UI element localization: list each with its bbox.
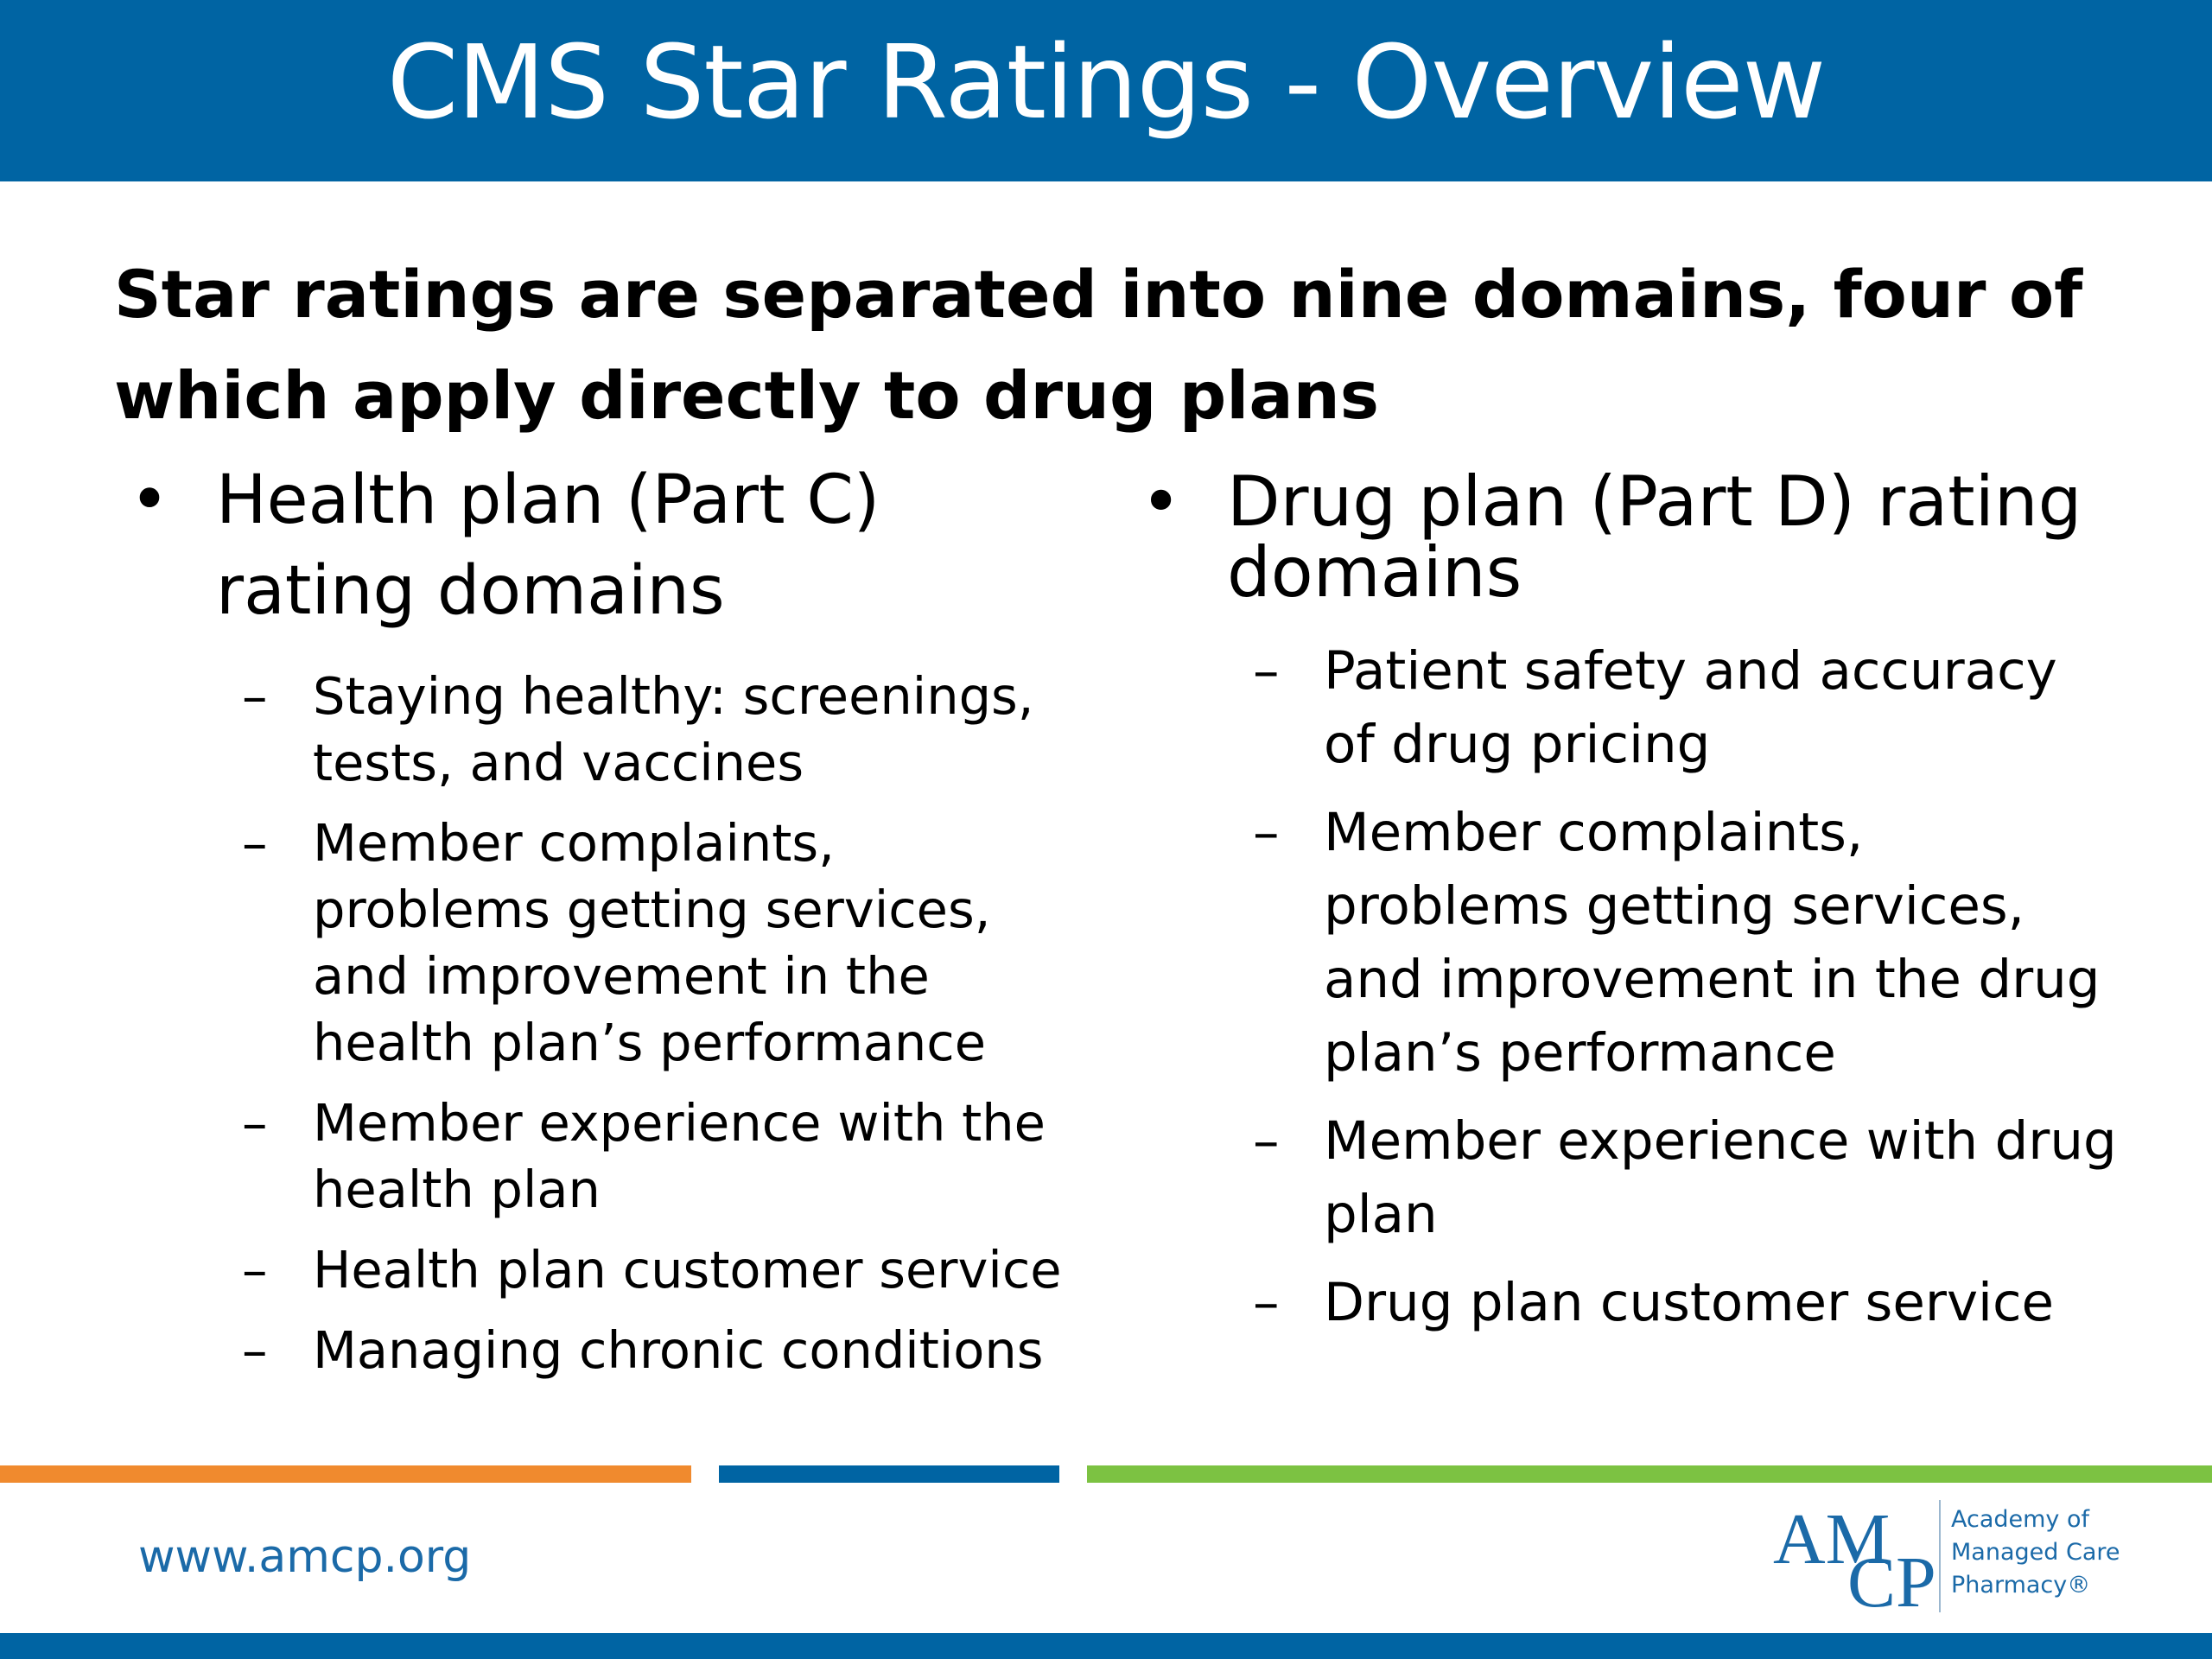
list-item-text: Member complaints, problems getting serv…: [1324, 802, 2101, 1084]
list-item-text: Member experience with the health plan: [313, 1093, 1046, 1219]
slide-headline: Star ratings are separated into nine dom…: [114, 256, 2083, 434]
list-item-text: Health plan customer service: [313, 1240, 1062, 1300]
dash-icon: –: [242, 666, 268, 726]
list-item: – Managing chronic conditions: [130, 1317, 1063, 1383]
part-d-heading-line2: domains: [1227, 532, 1522, 613]
list-item-text: Drug plan customer service: [1324, 1272, 2055, 1333]
logo-line-2: Managed Care: [1951, 1539, 2120, 1566]
logo-line-3: Pharmacy®: [1951, 1572, 2091, 1599]
website-link[interactable]: www.amcp.org: [138, 1531, 472, 1583]
list-item: – Staying healthy: screenings, tests, and…: [130, 663, 1063, 796]
logo-mark-cp: CP: [1847, 1542, 1936, 1623]
dash-icon: –: [242, 1240, 268, 1300]
footer-stripe-blue: [719, 1465, 1059, 1483]
dash-icon: –: [1253, 640, 1280, 702]
part-c-column: • Health plan (Part C) rating domains – S…: [130, 455, 1063, 1397]
bullet-icon: •: [1141, 461, 1182, 542]
dash-icon: –: [1253, 802, 1280, 863]
logo-mark-am: AM: [1773, 1499, 1891, 1580]
footer-bar: [0, 1633, 2212, 1659]
footer-stripe-green: [1087, 1465, 2212, 1483]
dash-icon: –: [1253, 1272, 1280, 1333]
list-item: – Member experience with the health plan: [130, 1090, 1063, 1223]
dash-icon: –: [242, 1093, 268, 1153]
slide-title: CMS Star Ratings - Overview: [386, 22, 1826, 142]
list-item: – Member experience with drug plan: [1141, 1104, 2117, 1251]
part-d-domain-list: – Patient safety and accuracy of drug pri…: [1227, 634, 2117, 1339]
dash-icon: –: [242, 1320, 268, 1380]
title-bar: CMS Star Ratings - Overview: [0, 0, 2212, 181]
logo-line-1: Academy of: [1951, 1506, 2090, 1533]
amcp-logo: AM CP Academy of Managed Care Pharmacy®: [1768, 1497, 2131, 1619]
list-item: – Member complaints, problems getting ser…: [130, 810, 1063, 1076]
list-item-text: Member experience with drug plan: [1324, 1110, 2117, 1245]
logo-divider: [1939, 1500, 1941, 1612]
part-d-heading: • Drug plan (Part D) rating domains – Pat…: [1141, 467, 2117, 1339]
part-c-heading-line1: Health plan (Part C): [216, 461, 880, 539]
list-item-text: Staying healthy: screenings, tests, and …: [313, 666, 1034, 792]
amcp-logo-mark: AM CP: [1768, 1497, 1936, 1619]
part-c-heading: • Health plan (Part C) rating domains – S…: [130, 455, 1063, 1383]
bullet-icon: •: [130, 461, 170, 539]
part-d-heading-line1: Drug plan (Part D) rating: [1227, 461, 2082, 542]
dash-icon: –: [1253, 1110, 1280, 1172]
list-item: – Drug plan customer service: [1141, 1266, 2117, 1339]
part-d-column: • Drug plan (Part D) rating domains – Pat…: [1141, 467, 2117, 1354]
dash-icon: –: [242, 813, 268, 873]
part-c-heading-line2: rating domains: [216, 552, 725, 630]
list-item-text: Member complaints, problems getting serv…: [313, 813, 991, 1072]
list-item: – Member complaints, problems getting ser…: [1141, 796, 2117, 1090]
list-item: – Health plan customer service: [130, 1236, 1063, 1303]
logo-wordmark: Academy of Managed Care Pharmacy®: [1951, 1503, 2120, 1602]
list-item: – Patient safety and accuracy of drug pri…: [1141, 634, 2117, 781]
list-item-text: Managing chronic conditions: [313, 1320, 1044, 1380]
part-c-domain-list: – Staying healthy: screenings, tests, and…: [216, 663, 1063, 1383]
list-item-text: Patient safety and accuracy of drug pric…: [1324, 640, 2057, 775]
footer-stripe-orange: [0, 1465, 691, 1483]
